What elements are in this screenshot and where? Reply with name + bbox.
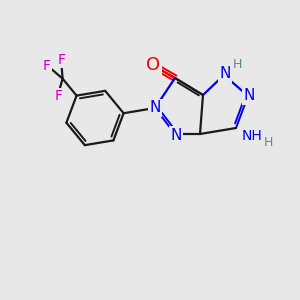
Text: F: F <box>43 59 51 73</box>
Text: N: N <box>219 67 231 82</box>
Text: N: N <box>243 88 255 104</box>
Text: N: N <box>170 128 182 142</box>
Text: NH: NH <box>242 129 262 143</box>
Text: H: H <box>232 58 242 71</box>
Text: F: F <box>57 53 65 67</box>
Text: H: H <box>263 136 273 148</box>
Text: N: N <box>149 100 161 116</box>
Text: O: O <box>146 56 160 74</box>
Text: F: F <box>55 89 63 103</box>
